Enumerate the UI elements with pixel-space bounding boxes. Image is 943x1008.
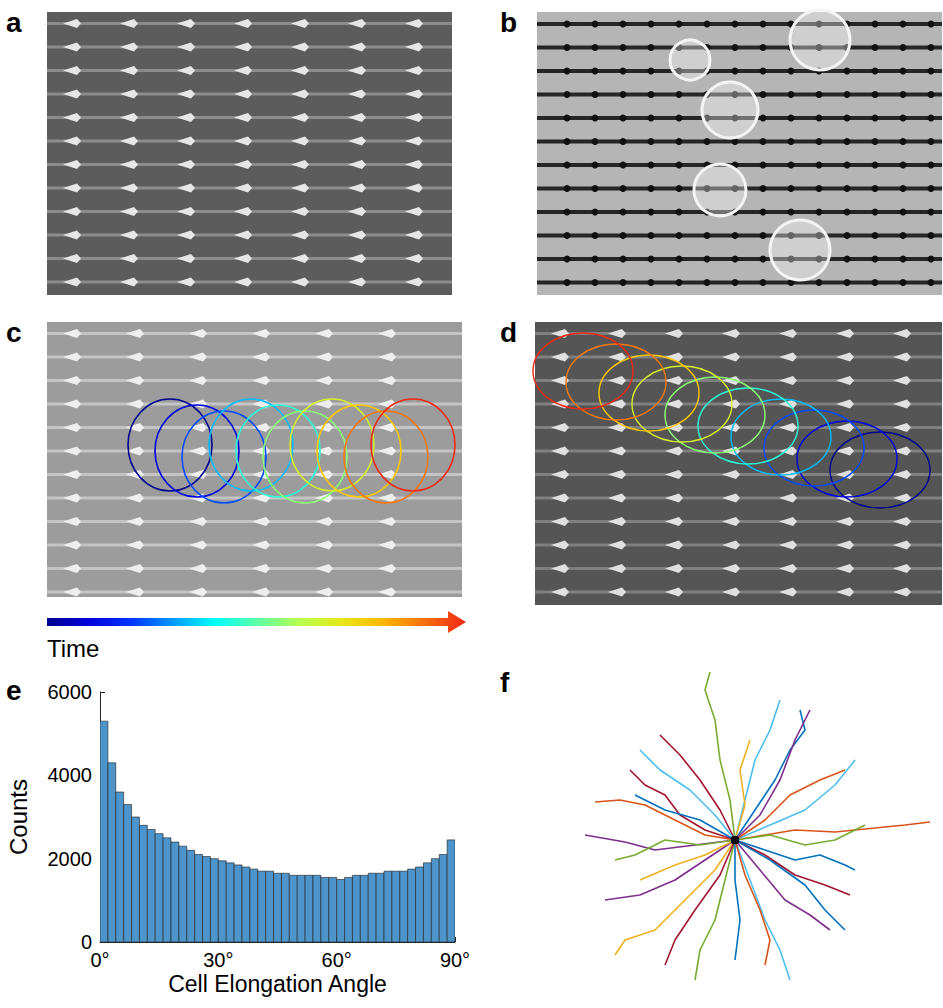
svg-text:b: b	[500, 7, 517, 38]
svg-text:e: e	[6, 675, 22, 706]
svg-text:f: f	[500, 667, 510, 698]
svg-text:60°: 60°	[322, 949, 352, 971]
svg-text:c: c	[6, 317, 22, 348]
svg-text:a: a	[6, 7, 22, 38]
svg-text:6000: 6000	[48, 681, 93, 703]
svg-text:30°: 30°	[203, 949, 233, 971]
svg-text:0°: 0°	[90, 949, 109, 971]
svg-text:4000: 4000	[48, 764, 93, 786]
svg-text:0: 0	[80, 931, 92, 953]
svg-text:Cell Elongation Angle: Cell Elongation Angle	[168, 971, 387, 997]
svg-text:d: d	[500, 317, 517, 348]
svg-text:90°: 90°	[440, 949, 470, 971]
svg-text:Counts: Counts	[5, 779, 32, 855]
svg-text:Time: Time	[47, 635, 99, 662]
svg-text:2000: 2000	[48, 848, 93, 870]
